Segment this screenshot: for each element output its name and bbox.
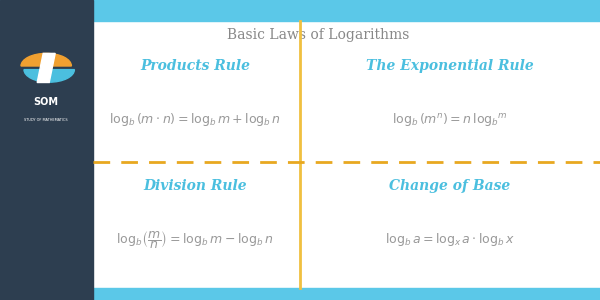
Text: Change of Base: Change of Base: [389, 179, 511, 193]
Text: Products Rule: Products Rule: [140, 59, 250, 73]
Wedge shape: [24, 70, 74, 82]
Text: $\log_b(m \cdot n) = \log_b m + \log_b n$: $\log_b(m \cdot n) = \log_b m + \log_b n…: [109, 112, 281, 128]
Polygon shape: [37, 53, 55, 82]
Text: Division Rule: Division Rule: [143, 179, 247, 193]
Bar: [0, 0, 600, 21]
Text: The Exponential Rule: The Exponential Rule: [366, 59, 534, 73]
Text: $\log_b\!\left(\dfrac{m}{n}\right) = \log_b m - \log_b n$: $\log_b\!\left(\dfrac{m}{n}\right) = \lo…: [116, 229, 274, 251]
Text: Basic Laws of Logarithms: Basic Laws of Logarithms: [227, 28, 409, 41]
Text: SOM: SOM: [34, 97, 59, 107]
Text: STUDY OF MATHEMATICS: STUDY OF MATHEMATICS: [25, 118, 68, 122]
Bar: [0, 288, 600, 300]
Text: $\log_b(m^n) = n\,\log_b{\!\,}^{\!\!m}$: $\log_b(m^n) = n\,\log_b{\!\,}^{\!\!m}$: [392, 112, 508, 128]
Bar: [0, 0, 93, 300]
Wedge shape: [21, 53, 71, 66]
Text: $\log_b a = \log_x a \cdot \log_b x$: $\log_b a = \log_x a \cdot \log_b x$: [385, 232, 515, 248]
